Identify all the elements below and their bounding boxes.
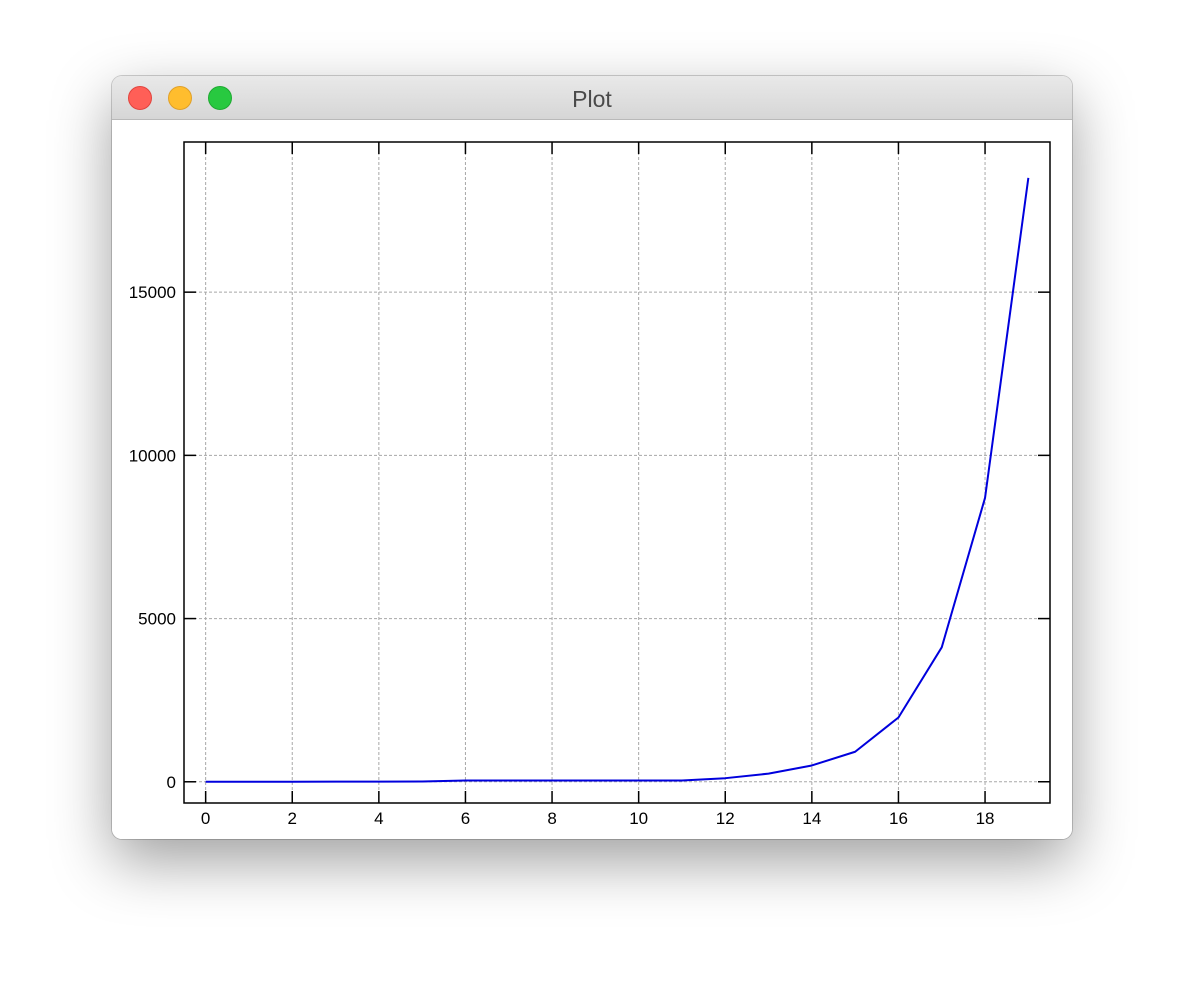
minimize-button[interactable] (168, 86, 192, 110)
line-chart: 0 2 4 6 8 10 12 14 16 18 0 5000 10000 15000 (129, 141, 1051, 828)
x-tick-label: 4 (374, 809, 383, 828)
y-tick-label: 10000 (129, 446, 176, 465)
plot-frame (183, 141, 1051, 804)
y-tick-label: 5000 (138, 610, 176, 629)
x-tick-label: 2 (288, 809, 297, 828)
zoom-button[interactable] (208, 86, 232, 110)
x-tick-label: 0 (201, 809, 210, 828)
plot-window: Plot 0 2 4 6 8 10 12 14 16 18 0 5000 10000 15000 (112, 76, 1072, 839)
x-tick-label: 10 (629, 809, 648, 828)
x-tick-label: 12 (716, 809, 735, 828)
y-tick-label: 0 (167, 773, 176, 792)
series-line-0 (205, 177, 1030, 783)
window-title: Plot (572, 86, 612, 112)
plot-area: 0 2 4 6 8 10 12 14 16 18 0 5000 10000 15000 (112, 120, 1072, 839)
title-bar[interactable]: Plot (112, 76, 1072, 120)
x-tick-label: 16 (889, 809, 908, 828)
x-tick-label: 14 (802, 809, 821, 828)
y-tick-label: 15000 (129, 283, 176, 302)
x-tick-label: 8 (547, 809, 556, 828)
x-tick-label: 6 (461, 809, 470, 828)
close-button[interactable] (128, 86, 152, 110)
x-tick-label: 18 (976, 809, 995, 828)
